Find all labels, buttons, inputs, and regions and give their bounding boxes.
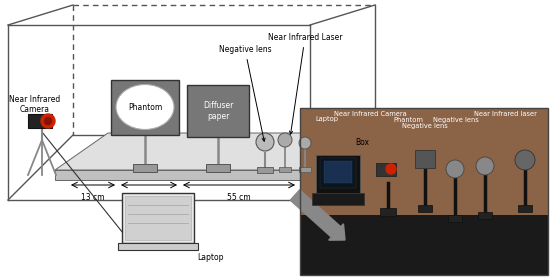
Text: 55 cm: 55 cm bbox=[227, 193, 251, 202]
FancyBboxPatch shape bbox=[518, 205, 532, 212]
FancyBboxPatch shape bbox=[299, 167, 311, 172]
FancyBboxPatch shape bbox=[418, 205, 432, 212]
Circle shape bbox=[446, 160, 464, 178]
Text: Negative lens: Negative lens bbox=[433, 117, 479, 123]
FancyBboxPatch shape bbox=[206, 164, 230, 172]
FancyBboxPatch shape bbox=[380, 208, 396, 216]
Polygon shape bbox=[55, 133, 358, 170]
Circle shape bbox=[45, 117, 52, 124]
FancyBboxPatch shape bbox=[376, 163, 396, 176]
FancyBboxPatch shape bbox=[448, 215, 462, 222]
Polygon shape bbox=[55, 170, 315, 180]
FancyBboxPatch shape bbox=[316, 155, 360, 193]
Text: Negative lens: Negative lens bbox=[402, 123, 448, 129]
Polygon shape bbox=[315, 133, 358, 180]
Circle shape bbox=[299, 137, 311, 149]
Text: Near Infrared
Camera: Near Infrared Camera bbox=[9, 95, 60, 114]
Text: Laptop: Laptop bbox=[197, 253, 223, 262]
Circle shape bbox=[386, 164, 396, 174]
FancyBboxPatch shape bbox=[118, 243, 198, 250]
FancyBboxPatch shape bbox=[320, 158, 356, 188]
Text: Near Infrared laser: Near Infrared laser bbox=[474, 111, 536, 117]
FancyBboxPatch shape bbox=[133, 164, 157, 172]
Text: Phantom: Phantom bbox=[393, 117, 423, 123]
Text: Laptop: Laptop bbox=[316, 116, 338, 122]
FancyBboxPatch shape bbox=[312, 193, 364, 205]
Text: Phantom: Phantom bbox=[128, 102, 162, 112]
Circle shape bbox=[515, 150, 535, 170]
FancyBboxPatch shape bbox=[187, 85, 249, 137]
FancyBboxPatch shape bbox=[279, 167, 291, 172]
Text: Near Infrared Camera: Near Infrared Camera bbox=[334, 111, 406, 117]
FancyBboxPatch shape bbox=[300, 215, 548, 275]
FancyBboxPatch shape bbox=[111, 80, 179, 135]
Ellipse shape bbox=[116, 84, 174, 130]
FancyBboxPatch shape bbox=[324, 161, 352, 183]
FancyArrow shape bbox=[290, 190, 345, 240]
FancyBboxPatch shape bbox=[300, 108, 548, 215]
Circle shape bbox=[476, 157, 494, 175]
FancyBboxPatch shape bbox=[125, 196, 191, 240]
FancyBboxPatch shape bbox=[28, 114, 52, 128]
FancyBboxPatch shape bbox=[415, 150, 435, 168]
Circle shape bbox=[41, 114, 55, 128]
Circle shape bbox=[278, 133, 292, 147]
FancyBboxPatch shape bbox=[257, 167, 273, 173]
FancyBboxPatch shape bbox=[122, 193, 194, 243]
Text: 13 cm: 13 cm bbox=[81, 193, 104, 202]
Text: Diffuser
paper: Diffuser paper bbox=[203, 101, 233, 121]
Text: Box: Box bbox=[355, 138, 369, 147]
Circle shape bbox=[256, 133, 274, 151]
Text: Near Infrared Laser: Near Infrared Laser bbox=[268, 33, 342, 134]
Text: 9 cm: 9 cm bbox=[140, 193, 158, 202]
Text: Negative lens: Negative lens bbox=[219, 45, 271, 141]
FancyBboxPatch shape bbox=[478, 212, 492, 219]
